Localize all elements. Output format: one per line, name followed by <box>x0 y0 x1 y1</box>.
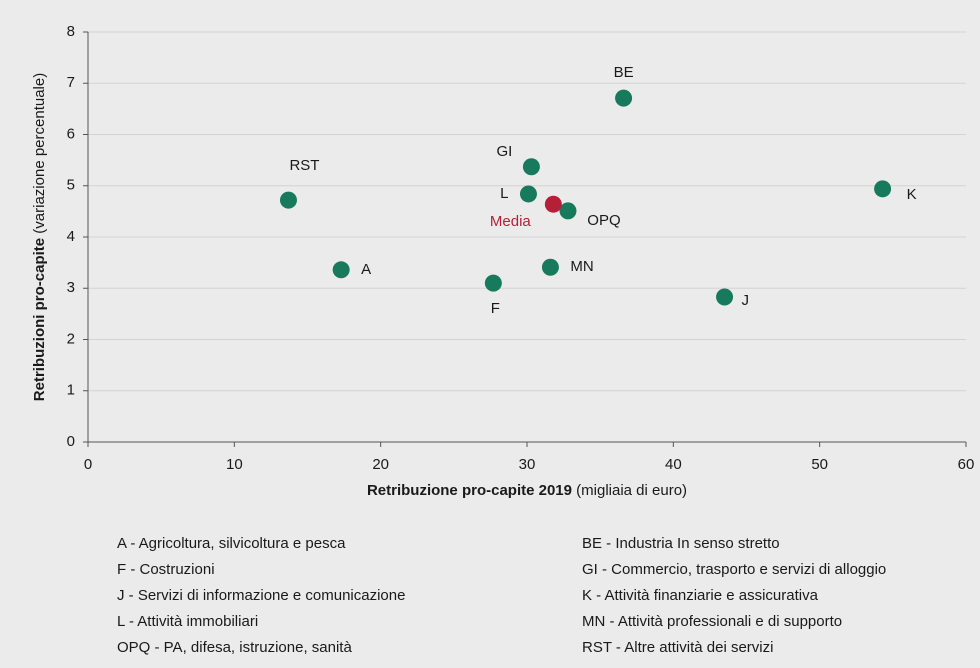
y-axis-label: Retribuzioni pro-capite (variazione perc… <box>31 73 48 401</box>
point-label: K <box>907 186 917 203</box>
y-tick-label: 6 <box>67 125 75 142</box>
legend-note: RST - Altre attività dei servizi <box>582 639 773 656</box>
y-tick-label: 1 <box>67 382 75 399</box>
y-tick-label: 0 <box>67 433 75 450</box>
point <box>544 195 562 213</box>
y-axis-label-rest: (variazione percentuale) <box>31 73 48 234</box>
x-tick-label: 10 <box>226 456 243 473</box>
x-tick-label: 50 <box>811 456 828 473</box>
point-label: RST <box>289 157 319 174</box>
legend-note: GI - Commercio, trasporto e servizi di a… <box>582 561 886 578</box>
y-tick-label: 3 <box>67 279 75 296</box>
point <box>716 288 734 306</box>
legend-note: OPQ - PA, difesa, istruzione, sanità <box>117 639 352 656</box>
x-axis-label-bold: Retribuzione pro-capite 2019 <box>367 482 572 499</box>
x-tick-label: 40 <box>665 456 682 473</box>
x-tick-label: 0 <box>84 456 92 473</box>
point <box>541 258 559 276</box>
point <box>615 89 633 107</box>
point <box>332 261 350 279</box>
x-axis-label: Retribuzione pro-capite 2019 (migliaia d… <box>367 482 687 499</box>
x-axis-label-rest: (migliaia di euro) <box>576 482 687 499</box>
legend-note: F - Costruzioni <box>117 561 215 578</box>
point-label: Media <box>490 213 532 230</box>
point <box>519 185 537 203</box>
point-label: L <box>500 185 508 202</box>
y-axis-label-bold: Retribuzioni pro-capite <box>31 238 48 401</box>
point-label: J <box>742 292 750 309</box>
legend-note: A - Agricoltura, silvicoltura e pesca <box>117 535 346 552</box>
y-tick-label: 8 <box>67 23 75 40</box>
x-tick-label: 60 <box>958 456 975 473</box>
legend-note: BE - Industria In senso stretto <box>582 535 780 552</box>
legend-note: K - Attività finanziarie e assicurativa <box>582 587 819 604</box>
legend-note: MN - Attività professionali e di support… <box>582 613 842 630</box>
point-label: BE <box>614 64 634 81</box>
point-label: MN <box>570 258 593 275</box>
y-tick-label: 7 <box>67 74 75 91</box>
legend-note: J - Servizi di informazione e comunicazi… <box>117 587 405 604</box>
x-tick-label: 30 <box>519 456 536 473</box>
x-tick-label: 20 <box>372 456 389 473</box>
point <box>279 191 297 209</box>
legend-note: L - Attività immobiliari <box>117 613 258 630</box>
y-tick-label: 5 <box>67 177 75 194</box>
y-tick-label: 4 <box>67 228 75 245</box>
point <box>559 202 577 220</box>
point-label: A <box>361 261 371 278</box>
point-label: OPQ <box>587 212 620 229</box>
point <box>484 274 502 292</box>
point-label: F <box>491 300 500 317</box>
y-tick-label: 2 <box>67 330 75 347</box>
point <box>874 180 892 198</box>
point-label: GI <box>496 143 512 160</box>
point <box>522 158 540 176</box>
